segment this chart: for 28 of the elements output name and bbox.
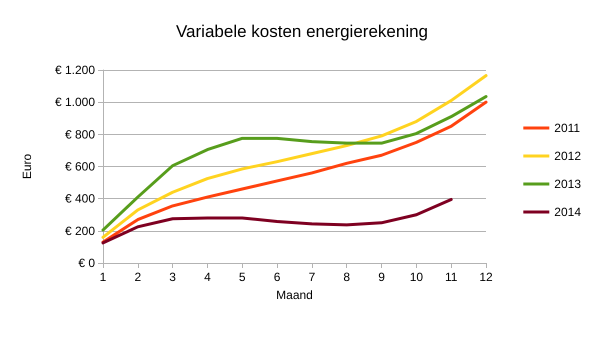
y-axis-title: Euro bbox=[20, 154, 34, 180]
legend-label: 2014 bbox=[554, 205, 582, 219]
y-tick-label: € 600 bbox=[64, 160, 96, 174]
y-tick-label: € 1.000 bbox=[54, 95, 96, 110]
y-tick-label: € 400 bbox=[64, 192, 96, 206]
x-tick-label: 12 bbox=[479, 270, 493, 284]
x-tick-label: 8 bbox=[343, 270, 350, 284]
y-tick-label: € 0 bbox=[78, 256, 96, 270]
x-tick-label: 10 bbox=[410, 270, 424, 284]
x-tick-label: 4 bbox=[204, 270, 212, 284]
legend-label: 2012 bbox=[554, 149, 582, 163]
x-tick-label: 9 bbox=[378, 270, 386, 284]
x-tick-label: 7 bbox=[308, 270, 316, 284]
chart-title: Variabele kosten energierekening bbox=[176, 22, 428, 41]
x-tick-label: 11 bbox=[444, 270, 458, 284]
x-tick-label: 5 bbox=[238, 270, 246, 284]
x-tick-label: 1 bbox=[100, 270, 107, 284]
x-axis-title: Maand bbox=[276, 288, 313, 302]
y-tick-label: € 200 bbox=[64, 224, 96, 238]
legend-label: 2011 bbox=[554, 121, 580, 135]
y-tick-label: € 1.200 bbox=[54, 63, 96, 77]
line-series bbox=[102, 198, 453, 244]
x-tick-label: 6 bbox=[274, 270, 281, 284]
line-series bbox=[102, 74, 488, 239]
legend-label: 2013 bbox=[554, 177, 582, 191]
y-tick-label: € 800 bbox=[64, 127, 96, 142]
x-tick-label: 2 bbox=[134, 270, 142, 284]
x-tick-label: 3 bbox=[169, 270, 176, 284]
